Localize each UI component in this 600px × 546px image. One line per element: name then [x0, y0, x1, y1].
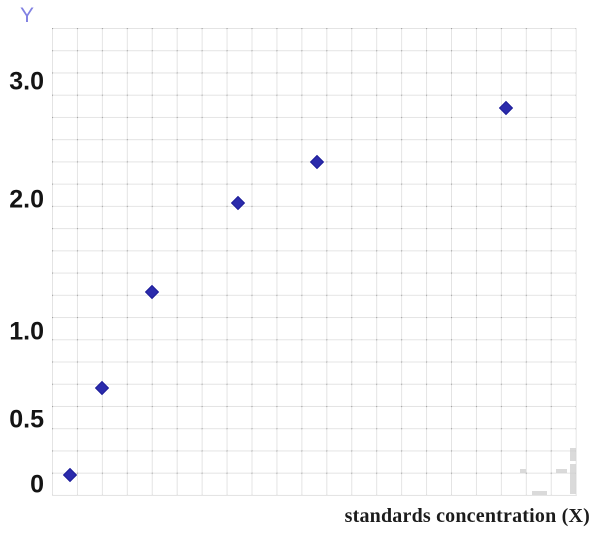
y-tick-label: 2.0 — [9, 185, 44, 214]
x-axis-title: standards concentration (X) — [344, 505, 590, 527]
y-tick-label: 3.0 — [9, 67, 44, 96]
y-tick-label: 0 — [30, 470, 44, 499]
y-tick-label: 0.5 — [9, 405, 44, 434]
plot-area — [52, 28, 577, 496]
y-axis-title: Y — [20, 4, 35, 27]
y-tick-label: 1.0 — [9, 317, 44, 346]
